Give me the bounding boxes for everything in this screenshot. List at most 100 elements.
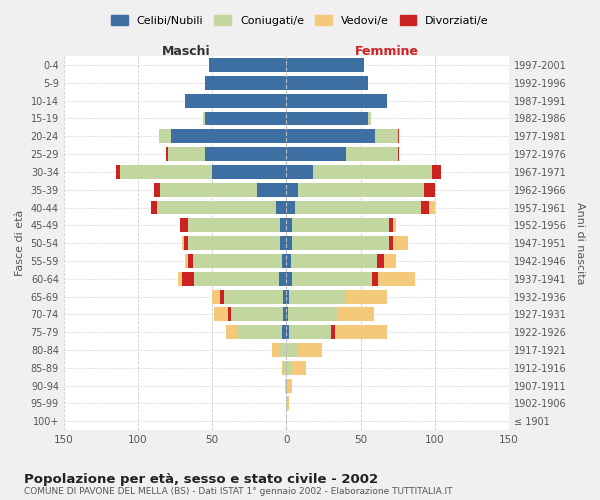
Bar	[292, 218, 389, 232]
Bar	[120, 165, 212, 179]
Text: Maschi: Maschi	[162, 45, 211, 58]
Bar	[170, 130, 286, 143]
Bar	[205, 147, 286, 161]
Bar	[229, 308, 232, 322]
Bar	[288, 308, 337, 322]
Bar	[212, 290, 220, 304]
Bar	[226, 325, 238, 339]
Bar	[188, 236, 280, 250]
Bar	[232, 308, 283, 322]
Bar	[376, 130, 398, 143]
Bar	[295, 200, 421, 214]
Bar	[220, 290, 224, 304]
Bar	[188, 218, 280, 232]
Bar	[280, 236, 286, 250]
Bar	[154, 183, 160, 196]
Bar	[205, 76, 286, 90]
Bar	[282, 361, 283, 375]
Bar	[185, 254, 188, 268]
Bar	[257, 183, 286, 196]
Bar	[179, 218, 188, 232]
Bar	[116, 165, 120, 179]
Bar	[286, 200, 295, 214]
Bar	[178, 272, 182, 285]
Bar	[286, 378, 288, 392]
Bar	[212, 165, 286, 179]
Bar	[283, 290, 286, 304]
Bar	[214, 308, 229, 322]
Bar	[238, 325, 282, 339]
Legend: Celibi/Nubili, Coniugati/e, Vedovi/e, Divorziati/e: Celibi/Nubili, Coniugati/e, Vedovi/e, Di…	[107, 10, 493, 30]
Bar	[279, 272, 286, 285]
Bar	[346, 290, 387, 304]
Bar	[193, 254, 282, 268]
Text: Popolazione per età, sesso e stato civile - 2002: Popolazione per età, sesso e stato civil…	[24, 472, 378, 486]
Bar	[313, 165, 432, 179]
Bar	[286, 272, 292, 285]
Text: Femmine: Femmine	[355, 45, 419, 58]
Bar	[276, 200, 286, 214]
Bar	[288, 378, 292, 392]
Bar	[298, 343, 322, 357]
Bar	[166, 147, 167, 161]
Bar	[184, 236, 188, 250]
Bar	[346, 147, 398, 161]
Text: COMUNE DI PAVONE DEL MELLA (BS) - Dati ISTAT 1° gennaio 2002 - Elaborazione TUTT: COMUNE DI PAVONE DEL MELLA (BS) - Dati I…	[24, 488, 452, 496]
Bar	[286, 236, 292, 250]
Bar	[286, 58, 364, 72]
Bar	[379, 272, 415, 285]
Bar	[286, 76, 368, 90]
Bar	[288, 396, 289, 410]
Bar	[393, 218, 396, 232]
Bar	[398, 147, 399, 161]
Bar	[209, 58, 286, 72]
Bar	[398, 130, 399, 143]
Bar	[337, 308, 374, 322]
Bar	[286, 325, 289, 339]
Bar	[335, 325, 387, 339]
Bar	[298, 183, 424, 196]
Bar	[280, 218, 286, 232]
Bar	[286, 130, 376, 143]
Bar	[432, 165, 440, 179]
Bar	[286, 308, 288, 322]
Bar	[286, 361, 291, 375]
Bar	[286, 112, 368, 126]
Bar	[194, 272, 279, 285]
Bar	[289, 325, 331, 339]
Bar	[224, 290, 283, 304]
Bar	[151, 200, 157, 214]
Bar	[286, 254, 291, 268]
Bar	[292, 272, 373, 285]
Bar	[289, 290, 346, 304]
Bar	[205, 112, 286, 126]
Bar	[292, 236, 389, 250]
Bar	[286, 147, 346, 161]
Bar	[393, 236, 408, 250]
Bar	[282, 254, 286, 268]
Bar	[286, 396, 288, 410]
Bar	[286, 183, 298, 196]
Bar	[421, 200, 429, 214]
Bar	[182, 236, 184, 250]
Bar	[160, 183, 257, 196]
Bar	[373, 272, 379, 285]
Bar	[429, 200, 435, 214]
Bar	[286, 343, 298, 357]
Bar	[291, 254, 377, 268]
Bar	[377, 254, 384, 268]
Bar	[389, 236, 393, 250]
Bar	[282, 325, 286, 339]
Bar	[286, 290, 289, 304]
Bar	[389, 218, 393, 232]
Bar	[286, 218, 292, 232]
Bar	[188, 254, 193, 268]
Bar	[368, 112, 371, 126]
Bar	[203, 112, 205, 126]
Bar	[157, 200, 276, 214]
Bar	[331, 325, 335, 339]
Bar	[286, 165, 313, 179]
Bar	[291, 361, 305, 375]
Bar	[283, 308, 286, 322]
Bar	[272, 343, 279, 357]
